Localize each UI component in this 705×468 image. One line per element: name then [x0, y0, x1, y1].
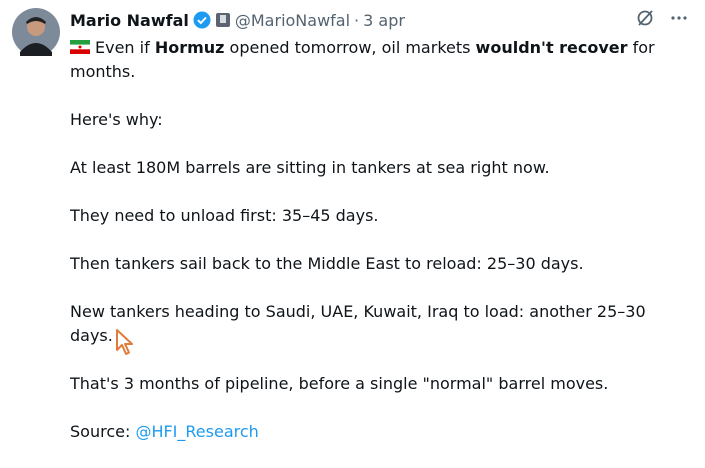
text: That's 3 months of pipeline, before a si… [70, 374, 608, 393]
mouse-cursor [114, 328, 138, 358]
text: Even if [95, 38, 155, 57]
tweet-header: Mario Nawfal @MarioNawfal · 3 apr [70, 7, 405, 33]
more-button[interactable] [669, 8, 689, 28]
author-name[interactable]: Mario Nawfal [70, 11, 189, 30]
avatar[interactable] [12, 8, 60, 56]
grok-button[interactable] [635, 8, 655, 28]
timestamp[interactable]: 3 apr [363, 11, 405, 30]
text: Source: [70, 422, 135, 441]
paragraph: Source: @HFI_Research [70, 420, 666, 444]
bold-text: wouldn't recover [476, 38, 628, 57]
flag-emoji [70, 40, 90, 54]
paragraph: New tankers heading to Saudi, UAE, Kuwai… [70, 300, 666, 348]
paragraph: Even if Hormuz opened tomorrow, oil mark… [70, 36, 666, 84]
separator: · [354, 11, 359, 30]
page: Mario Nawfal @MarioNawfal · 3 apr Even i… [0, 0, 705, 439]
text: Here's why: [70, 110, 163, 129]
paragraph: At least 180M barrels are sitting in tan… [70, 156, 666, 180]
text: New tankers heading to Saudi, UAE, Kuwai… [70, 302, 646, 345]
text: They need to unload first: 35–45 days. [70, 206, 379, 225]
bold-text: Hormuz [155, 38, 225, 57]
text: opened tomorrow, oil markets [224, 38, 475, 57]
tweet-actions [635, 8, 689, 28]
paragraph: Then tankers sail back to the Middle Eas… [70, 252, 666, 276]
author-handle[interactable]: @MarioNawfal [235, 11, 350, 30]
text: Then tankers sail back to the Middle Eas… [70, 254, 584, 273]
mention-link[interactable]: @HFI_Research [135, 422, 258, 441]
affiliate-badge [215, 12, 231, 28]
verified-badge [193, 11, 211, 29]
tweet-text: Even if Hormuz opened tomorrow, oil mark… [70, 36, 666, 468]
paragraph: They need to unload first: 35–45 days. [70, 204, 666, 228]
text: At least 180M barrels are sitting in tan… [70, 158, 550, 177]
paragraph: Here's why: [70, 108, 666, 132]
paragraph: That's 3 months of pipeline, before a si… [70, 372, 666, 396]
